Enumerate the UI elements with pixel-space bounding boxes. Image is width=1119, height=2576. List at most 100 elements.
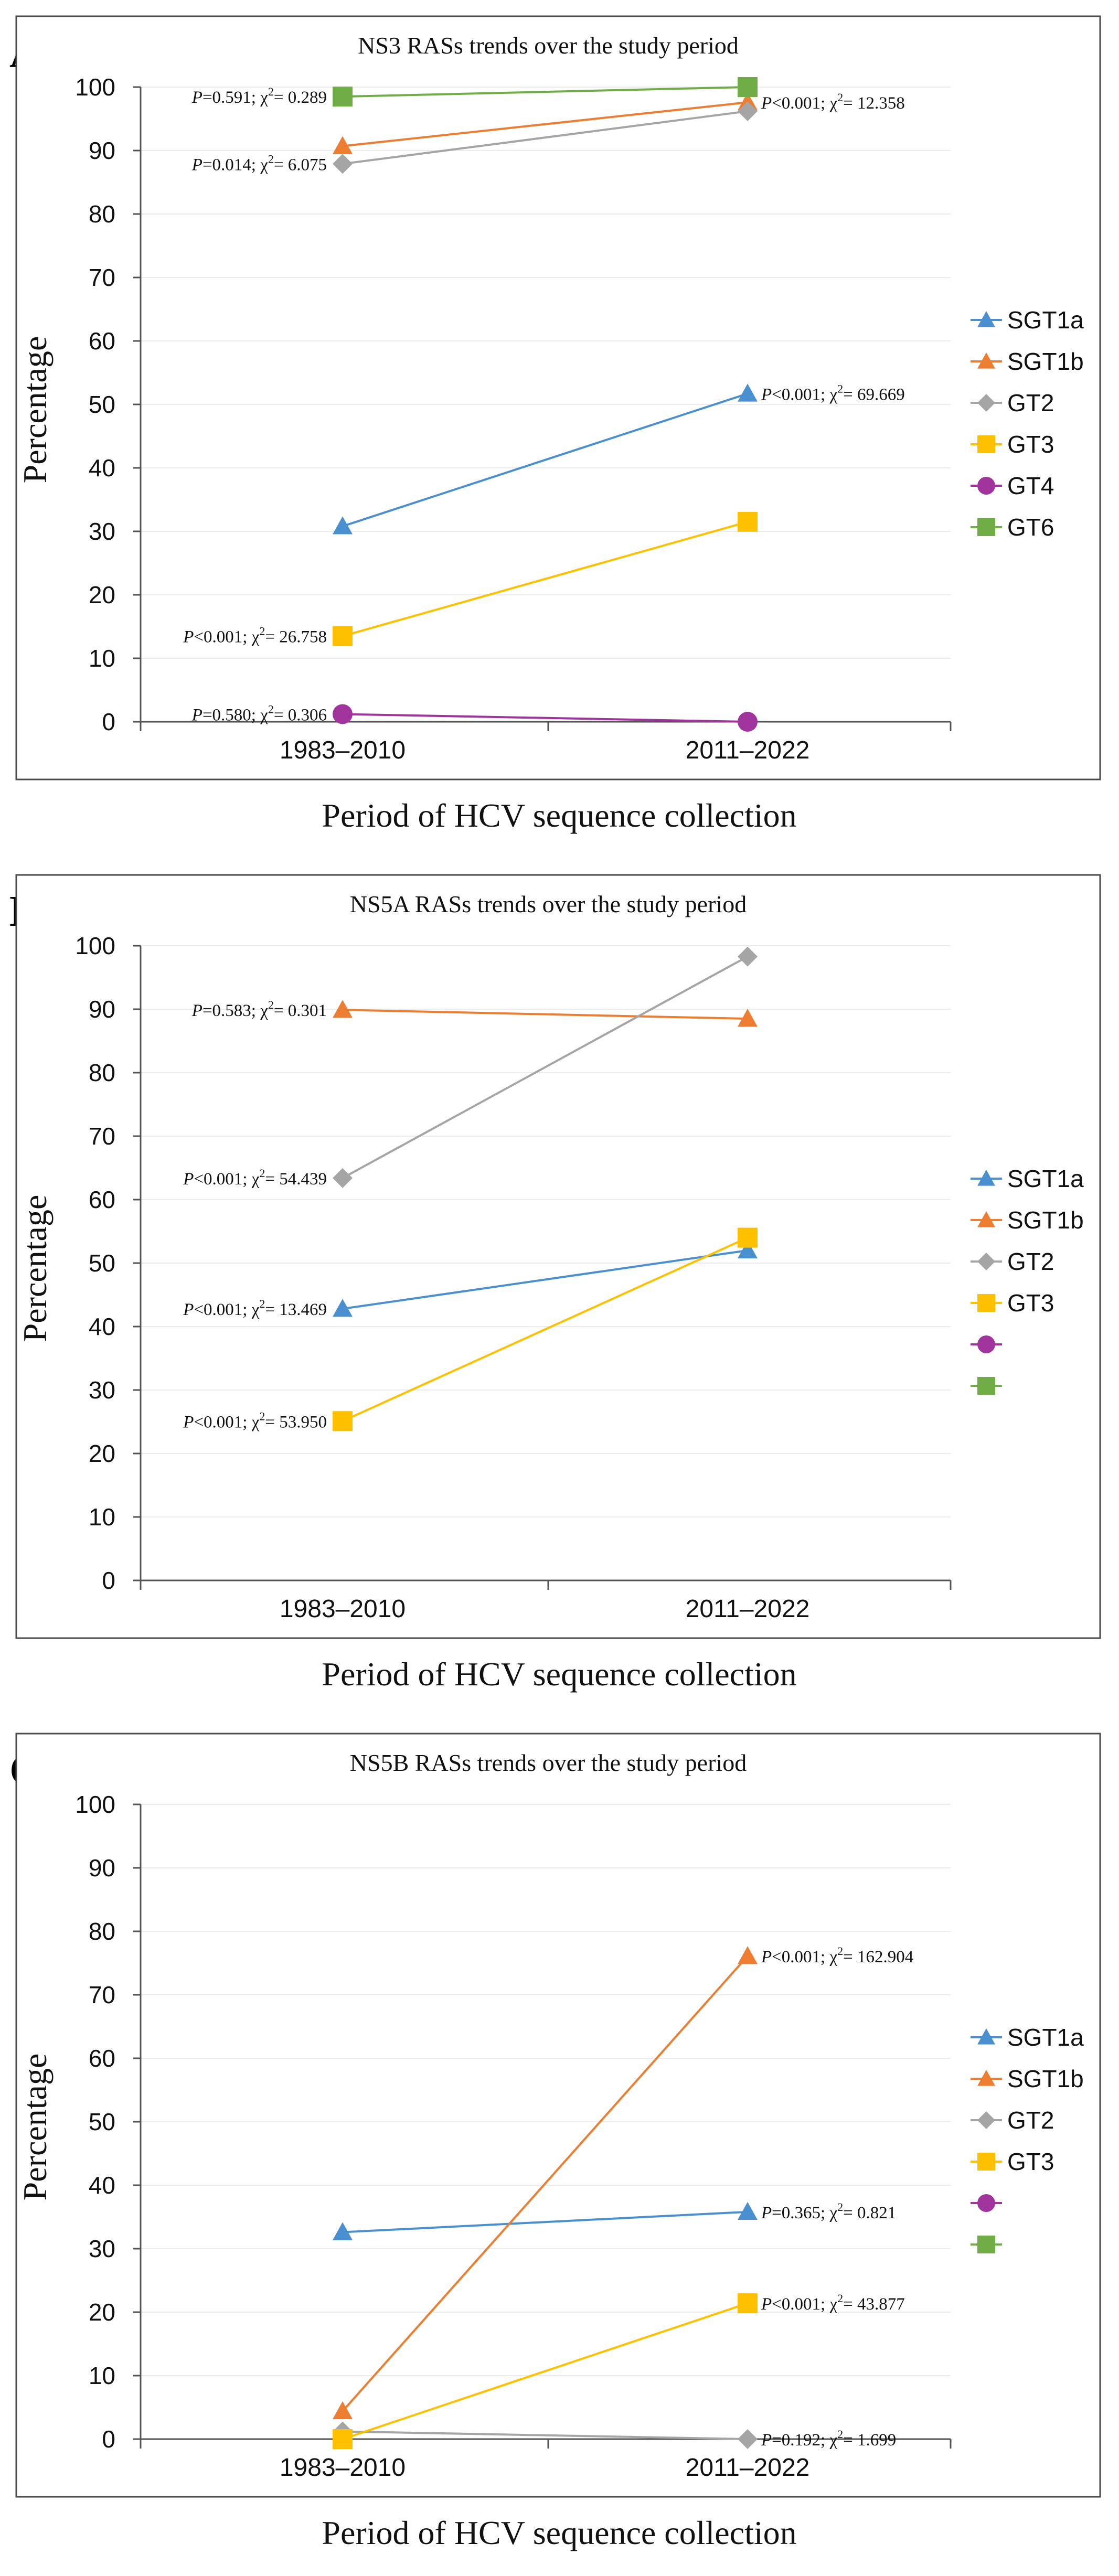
y-tick-label: 100 [75,1791,115,1818]
x-category-label: 1983–2010 [280,1595,406,1623]
series-line-sgt1b [342,1009,748,1020]
legend-marker [977,2194,995,2212]
legend-label: SGT1b [1007,348,1084,375]
data-point-gt3 [738,511,758,532]
x-category-label: 1983–2010 [280,736,406,764]
stat-annotation: P<0.001; χ2= 13.469 [183,1297,327,1319]
data-point-gt3 [738,1227,758,1248]
legend-label: SGT1a [1007,306,1084,334]
chart-panel-b: BNS5A RASs trends over the study period0… [0,859,1119,1717]
series-line-gt3 [342,520,748,637]
series-line-gt2 [342,110,748,165]
data-point-gt3 [333,2429,353,2449]
data-point-gt2 [333,154,353,174]
legend-marker [977,1253,995,1270]
legend-marker [977,1377,995,1395]
chart-title: NS5B RASs trends over the study period [350,1749,747,1776]
legend-label: GT2 [1007,2107,1054,2134]
stat-annotation: P=0.365; χ2= 0.821 [761,2200,896,2222]
y-tick-label: 10 [89,645,115,672]
data-point-sgt1a [738,2201,758,2220]
stat-annotation: P=0.591; χ2= 0.289 [191,85,327,107]
chart-svg: ANS3 RASs trends over the study period01… [9,15,1101,834]
stat-annotation: P=0.583; χ2= 0.301 [191,998,327,1020]
y-tick-label: 80 [89,200,115,228]
data-point-sgt1b [333,136,353,154]
legend-marker [977,1170,995,1186]
y-tick-label: 90 [89,1854,115,1882]
y-tick-label: 100 [75,932,115,959]
legend-label: GT4 [1007,472,1054,499]
legend-marker [977,394,995,412]
x-category-label: 1983–2010 [280,2454,406,2482]
chart-panel-a: ANS3 RASs trends over the study period01… [0,0,1119,859]
series-line-gt2 [342,2430,748,2440]
y-tick-label: 40 [89,1313,115,1340]
data-point-gt4 [333,704,353,724]
legend-marker [977,2111,995,2129]
x-category-label: 2011–2022 [686,2454,810,2482]
stat-annotation: P<0.001; χ2= 26.758 [183,625,327,647]
legend-marker [977,477,995,495]
stat-annotation: P<0.001; χ2= 69.669 [761,382,905,404]
chart-svg: CNS5B RASs trends over the study period0… [9,1733,1101,2551]
stat-annotation: P<0.001; χ2= 162.904 [761,1944,913,1966]
y-tick-label: 90 [89,137,115,164]
series-line-sgt1b [342,101,748,147]
series-line-gt6 [342,86,748,98]
y-tick-label: 20 [89,581,115,608]
y-tick-label: 0 [102,2425,115,2453]
legend-marker [977,2236,995,2253]
data-point-sgt1a [333,1299,353,1317]
y-tick-label: 80 [89,1059,115,1086]
legend-marker [977,311,995,327]
y-tick-label: 60 [89,327,115,355]
y-tick-label: 60 [89,1186,115,1213]
legend-marker [977,435,995,453]
data-point-gt6 [333,87,353,107]
chart-frame [15,15,1101,781]
legend-label: SGT1a [1007,1165,1084,1192]
series-line-gt3 [342,1236,748,1423]
legend-label: GT2 [1007,1248,1054,1275]
stat-annotation: P<0.001; χ2= 54.439 [183,1167,327,1189]
data-point-gt3 [333,626,353,646]
y-tick-label: 70 [89,1981,115,2008]
y-axis-label: Percentage [16,2054,54,2201]
chart-title: NS3 RASs trends over the study period [358,32,739,59]
legend-label: GT3 [1007,1289,1054,1317]
series-line-sgt1a [342,1249,748,1310]
legend-marker [977,1211,995,1227]
chart-svg: BNS5A RASs trends over the study period0… [9,874,1101,1693]
legend-label: GT3 [1007,2148,1054,2175]
legend-marker [977,2070,995,2086]
stat-annotation: P<0.001; χ2= 43.877 [761,2292,905,2314]
y-tick-label: 30 [89,2235,115,2262]
data-point-sgt1a [738,383,758,402]
y-tick-label: 20 [89,2299,115,2326]
legend-label: GT6 [1007,514,1054,541]
x-category-label: 2011–2022 [686,1595,810,1623]
data-point-gt2 [738,2429,758,2449]
x-axis-label: Period of HCV sequence collection [322,1655,796,1693]
series-line-gt4 [342,713,748,723]
y-tick-label: 20 [89,1440,115,1467]
legend-marker [977,1335,995,1353]
y-tick-label: 70 [89,1123,115,1150]
data-point-gt6 [738,77,758,97]
x-axis-label: Period of HCV sequence collection [322,797,796,834]
series-line-gt3 [342,2302,748,2440]
data-point-gt2 [738,101,758,121]
chart-title: NS5A RASs trends over the study period [350,891,747,917]
chart-panel-c: CNS5B RASs trends over the study period0… [0,1717,1119,2576]
y-tick-label: 0 [102,708,115,735]
stat-annotation: P<0.001; χ2= 12.358 [761,91,905,113]
series-line-gt2 [342,955,748,1179]
y-tick-label: 0 [102,1567,115,1594]
data-point-sgt1a [333,2222,353,2240]
data-point-sgt1b [333,1000,353,1018]
chart-frame [15,874,1101,1639]
stat-annotation: P=0.014; χ2= 6.075 [191,152,327,174]
data-point-gt2 [738,946,758,967]
data-point-gt4 [738,712,758,732]
